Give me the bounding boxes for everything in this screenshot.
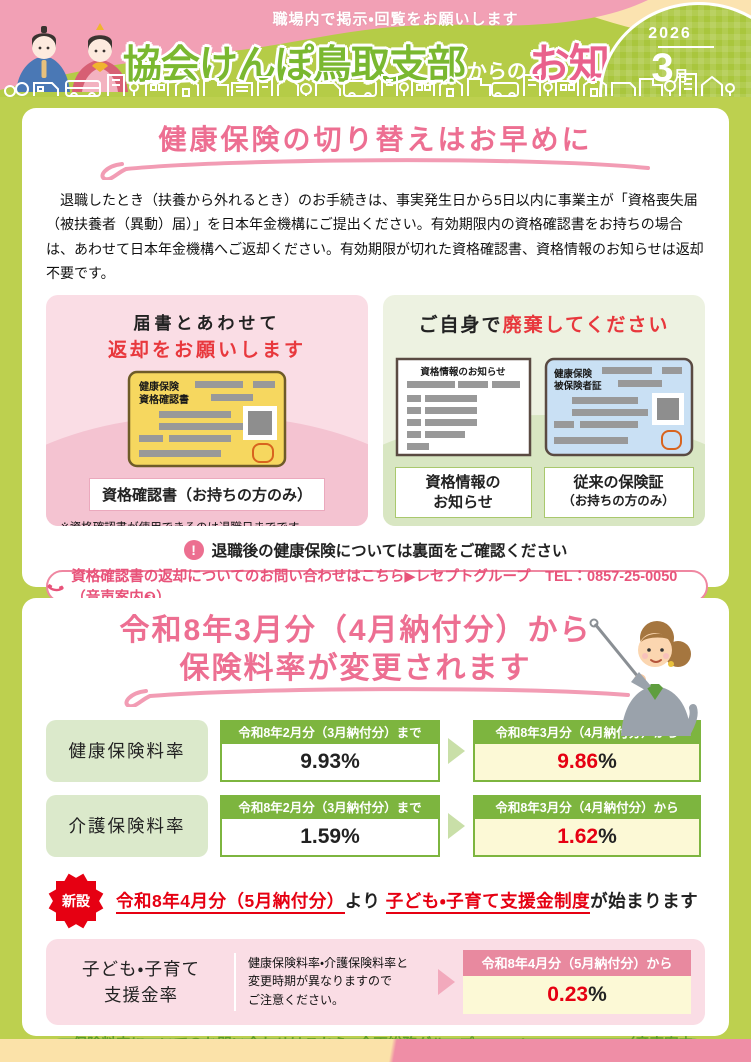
badge-month: 3月: [602, 48, 751, 88]
new-system-text: 令和8年4月分（5月納付分）より 子ども・子育て支援金制度が始まります: [116, 888, 698, 915]
rate-nursing-before-header: 令和8年2月分（3月納付分）まで: [220, 794, 440, 819]
new-badge-starburst-icon: 新設: [48, 873, 104, 929]
qualification-notice-image: 資格情報のお知らせ: [395, 357, 531, 456]
section2-underline-swoosh: [124, 686, 630, 707]
title-underline-swoosh: [100, 158, 650, 181]
svg-text:資格情報のお知らせ: 資格情報のお知らせ: [420, 366, 505, 378]
new-date-red: 令和8年4月分（5月納付分）: [116, 891, 345, 915]
section-rate-change: 令和8年3月分（4月納付分）から 保険料率が変更されます: [22, 598, 729, 1062]
rate-health-before-value: 9.93%: [220, 743, 440, 782]
info-boxes-row: 届書とあわせて 返却をお願いします 健康保険 資格確認書: [46, 294, 705, 526]
rate-health-after-value: 9.86%: [473, 743, 701, 782]
footer-wave-decoration: [0, 1039, 751, 1062]
svg-text:新設: 新設: [61, 893, 91, 909]
badge-year: 2026: [648, 25, 692, 42]
return-box-note-line1: ※資格確認書が使用できるのは退職日までです。: [60, 520, 368, 526]
svg-text:被保険者証: 被保険者証: [553, 380, 602, 392]
discard-box: ご自身で廃棄してください 資格情報のお知らせ: [383, 294, 705, 526]
section2-title: 令和8年3月分（4月納付分）から 保険料率が変更されます: [46, 612, 705, 689]
support-rate-note: 健康保険料率・介護保険料率と 変更時期が異なりますので ご注意ください。: [248, 955, 409, 1008]
phone-icon: [47, 583, 64, 591]
presenter-woman-illustration: [589, 618, 698, 736]
title-branch-name: 協会けんぽ鳥取支部: [122, 44, 466, 87]
support-rate-box: 子ども・子育て 支援金率 健康保険料率・介護保険料率と 変更時期が異なりますので…: [46, 938, 705, 1025]
header-banner: 職場内で掲示・回覧をお願いします 協会けんぽ鳥取支部からのお知らせ 2026 3…: [0, 0, 751, 97]
right-arrow-icon: [448, 737, 465, 764]
vertical-divider: [234, 952, 236, 1011]
section2-title-wrap: 令和8年3月分（4月納付分）から 保険料率が変更されます: [46, 612, 705, 736]
rate-nursing-after-header: 令和8年3月分（4月納付分）から: [473, 794, 701, 819]
discard-heading-black: ご自身で: [418, 314, 503, 336]
return-box: 届書とあわせて 返却をお願いします 健康保険 資格確認書: [46, 294, 368, 526]
section1-paragraph: 退職したとき（扶養から外れるとき）のお手続きは、事実発生日から5日以内に事業主が…: [46, 192, 704, 281]
discard-docs-row: 資格情報のお知らせ 健康保険 被保険者証: [383, 357, 705, 457]
certificate-label: 資格確認書（お持ちの方のみ）: [88, 477, 325, 511]
rate-nursing-before-value: 1.59%: [220, 818, 440, 857]
return-box-note: ※資格確認書が使用できるのは退職日までです。 有効期限が切れた資格確認書はご自身…: [46, 520, 368, 526]
section2-title-line2: 保険料率が変更されます: [179, 652, 532, 686]
certificate-card-image: 健康保険 資格確認書: [127, 370, 287, 467]
city-silhouette-icon: [4, 73, 735, 97]
warning-text: 退職後の健康保険については裏面をご確認ください: [211, 542, 568, 560]
contact-bar-receipt-group: 資格確認書の返却についてのお問い合わせはこちら▶レセプトグループ TEL：085…: [46, 569, 708, 606]
support-rate-value: 0.23%: [463, 975, 691, 1014]
exclamation-icon: !: [183, 539, 204, 560]
support-rate-header: 令和8年4月分（5月納付分）から: [463, 949, 691, 976]
section1-title: 健康保険の切り替えはお早めに: [158, 124, 593, 155]
header-notice-text: 職場内で掲示・回覧をお願いします: [272, 11, 519, 28]
svg-text:健康保険: 健康保険: [553, 368, 593, 380]
discard-box-heading: ご自身で廃棄してください: [383, 310, 705, 337]
badge-month-number: 3: [651, 46, 674, 90]
rate-nursing-after-table: 令和8年3月分（4月納付分）から 1.62%: [473, 794, 701, 857]
rate-row-nursing-label: 介護保険料率: [46, 794, 208, 857]
rate-health-before-table: 令和8年2月分（3月納付分）まで 9.93%: [220, 719, 440, 782]
old-insurance-card-image: 健康保険 被保険者証: [544, 357, 693, 456]
new-system-name-red: 子ども・子育て支援金制度: [385, 891, 591, 915]
badge-month-suffix: 月: [673, 68, 689, 85]
support-rate-label: 子ども・子育て 支援金率: [82, 958, 200, 1005]
svg-text:健康保険: 健康保険: [138, 380, 180, 393]
rate-nursing-after-value: 1.62%: [473, 818, 701, 857]
notice-label: 資格情報の お知らせ: [394, 466, 532, 519]
section-insurance-switch: 健康保険の切り替えはお早めに 退職したとき（扶養から外れるとき）のお手続きは、事…: [22, 108, 729, 606]
svg-text:資格確認書: 資格確認書: [139, 393, 189, 406]
section2-title-line1: 令和8年3月分（4月納付分）から: [119, 614, 592, 647]
right-arrow-icon-pink: [438, 968, 455, 995]
old-card-label: 従来の保険証 （お持ちの方のみ）: [543, 466, 694, 519]
support-rate-table: 令和8年4月分（5月納付分）から 0.23%: [463, 949, 691, 1014]
new-system-line: 新設 令和8年4月分（5月納付分）より 子ども・子育て支援金制度が始まります: [48, 873, 705, 929]
title-connector: からの: [466, 61, 527, 83]
rate-row-health-label: 健康保険料率: [46, 719, 208, 782]
rate-health-before-header: 令和8年2月分（3月納付分）まで: [220, 719, 440, 744]
discard-labels-row: 資格情報の お知らせ 従来の保険証 （お持ちの方のみ）: [383, 466, 705, 519]
badge-divider: [658, 46, 714, 48]
rate-row-nursing: 介護保険料率 令和8年2月分（3月納付分）まで 1.59% 令和8年3月分（4月…: [46, 794, 705, 857]
rate-nursing-before-table: 令和8年2月分（3月納付分）まで 1.59%: [220, 794, 440, 857]
return-box-heading-red: 返却をお願いします: [107, 339, 306, 361]
discard-heading-red: 廃棄してください: [502, 314, 670, 336]
right-arrow-icon: [448, 812, 465, 839]
return-box-heading-black: 届書とあわせて: [133, 313, 281, 333]
warning-row: ! 退職後の健康保険については裏面をご確認ください: [46, 539, 705, 561]
